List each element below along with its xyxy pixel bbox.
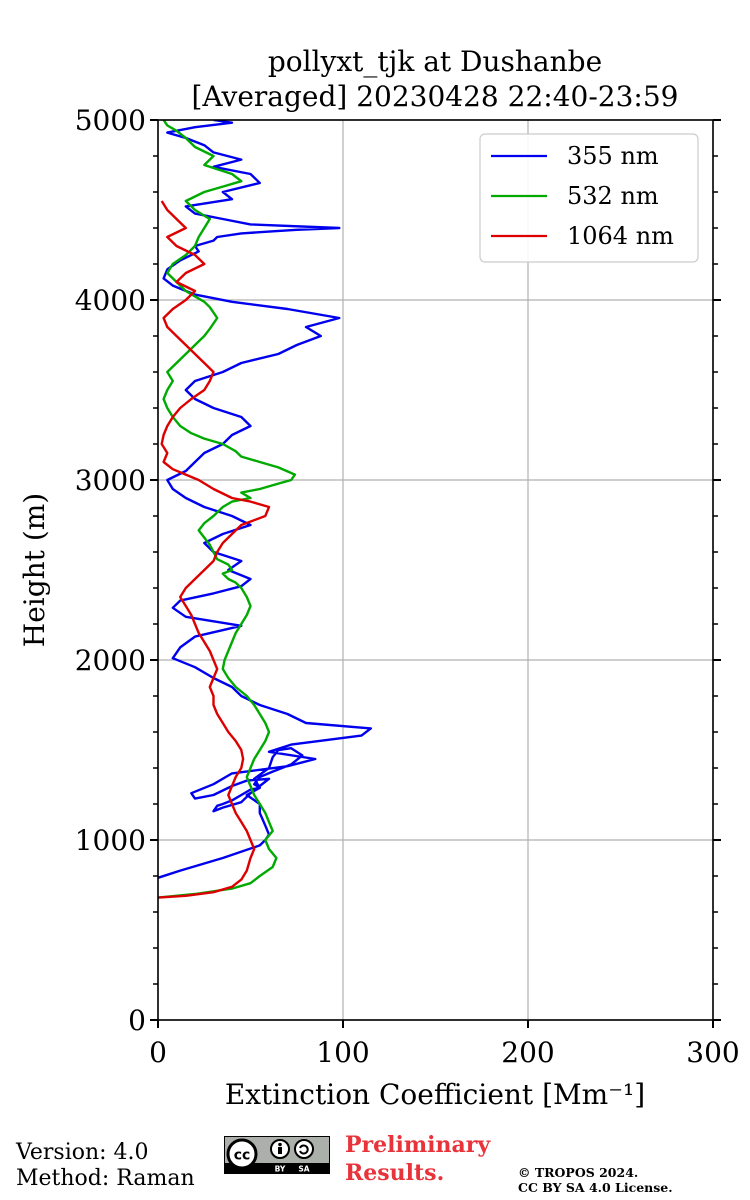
series-line-532-nm <box>158 120 297 899</box>
copyright-line1: © TROPOS 2024. <box>518 1165 639 1180</box>
x-tick-label: 0 <box>149 1036 167 1069</box>
badge-by-label: BY <box>275 1165 286 1174</box>
y-tick-label: 2000 <box>75 644 146 677</box>
method-label: Method: Raman <box>16 1166 195 1191</box>
y-tick-label: 0 <box>128 1004 146 1037</box>
preliminary-line1: Preliminary <box>345 1132 491 1158</box>
version-label: Version: 4.0 <box>16 1140 149 1165</box>
badge-footer-strip <box>224 1163 330 1174</box>
x-tick-label: 100 <box>316 1036 369 1069</box>
series-group <box>158 120 372 899</box>
copyright-notice: © TROPOS 2024. CC BY SA 4.0 License. <box>518 1165 673 1195</box>
copyright-line2: CC BY SA 4.0 License. <box>518 1180 673 1195</box>
legend-label-355: 355 nm <box>567 142 659 170</box>
extinction-chart: pollyxt_tjk at Dushanbe [Averaged] 20230… <box>18 45 740 1111</box>
y-tick-label: 3000 <box>75 464 146 497</box>
legend-box <box>479 133 699 263</box>
y-axis-label: Height (m) <box>18 493 51 647</box>
svg-text:cc: cc <box>234 1148 251 1164</box>
y-tick-label: 1000 <box>75 824 146 857</box>
sa-icon <box>294 1139 314 1159</box>
cc-license-badge: cc BY SA <box>224 1136 330 1174</box>
x-axis-label: Extinction Coefficient [Mm⁻¹] <box>225 1078 645 1111</box>
series-line-1064-nm <box>158 200 271 899</box>
chart-title: pollyxt_tjk at Dushanbe <box>268 45 602 78</box>
y-tick-label: 5000 <box>75 104 146 137</box>
chart-subtitle: [Averaged] 20230428 22:40-23:59 <box>192 80 679 113</box>
x-tick-label: 200 <box>501 1036 554 1069</box>
legend: 355 nm 532 nm 1064 nm <box>479 133 699 263</box>
badge-sa-label: SA <box>298 1165 309 1174</box>
legend-label-532: 532 nm <box>567 182 659 210</box>
preliminary-notice: Preliminary Results. <box>345 1131 490 1187</box>
x-tick-label: 300 <box>686 1036 739 1069</box>
legend-label-1064: 1064 nm <box>567 222 674 250</box>
cc-icon <box>226 1138 258 1170</box>
plot-frame <box>157 119 714 1021</box>
y-tick-label: 4000 <box>75 284 146 317</box>
series-line-355-nm <box>158 120 372 879</box>
preliminary-line2: Results. <box>345 1160 445 1186</box>
